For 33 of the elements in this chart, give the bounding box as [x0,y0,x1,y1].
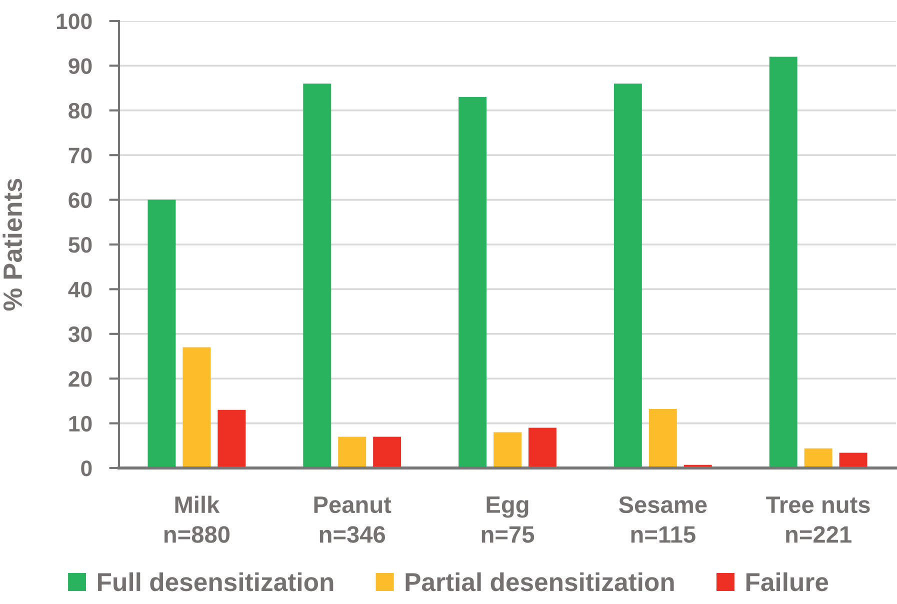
y-tick-label: 90 [68,58,92,74]
legend-label: Full desensitization [98,572,334,592]
legend-label: Failure [746,572,828,592]
bar [148,200,176,468]
x-tick-label: Tree nuts n=221 [766,496,870,543]
y-tick-label: 0 [81,460,92,476]
y-tick-label: 100 [56,14,92,30]
x-tick-label: Peanut n=346 [314,496,392,543]
y-tick-label: 70 [68,148,92,164]
y-tick-label: 40 [68,282,92,298]
bar [528,428,556,468]
bar [614,84,642,468]
y-tick-label: 80 [68,102,92,119]
y-tick-label: 30 [68,326,92,342]
bar [303,84,332,468]
bar [458,96,487,468]
bar [494,432,522,468]
bar [648,408,677,468]
bar [804,448,832,468]
bar [338,436,366,468]
y-tick-label: 50 [68,237,92,253]
x-tick-label: Sesame n=115 [618,496,707,543]
y-tick-label: 20 [68,371,92,387]
x-tick-label: Milk n=880 [164,496,230,543]
y-tick-label: 10 [69,416,92,432]
y-tick-label: 60 [68,192,92,208]
bar [373,436,402,468]
y-axis-title: % Patients [2,178,22,311]
bar [218,410,246,468]
bar [769,56,798,468]
bar [182,347,211,468]
legend-label: Partial desensitization [406,572,674,592]
x-tick-label: Egg n=75 [482,496,534,543]
